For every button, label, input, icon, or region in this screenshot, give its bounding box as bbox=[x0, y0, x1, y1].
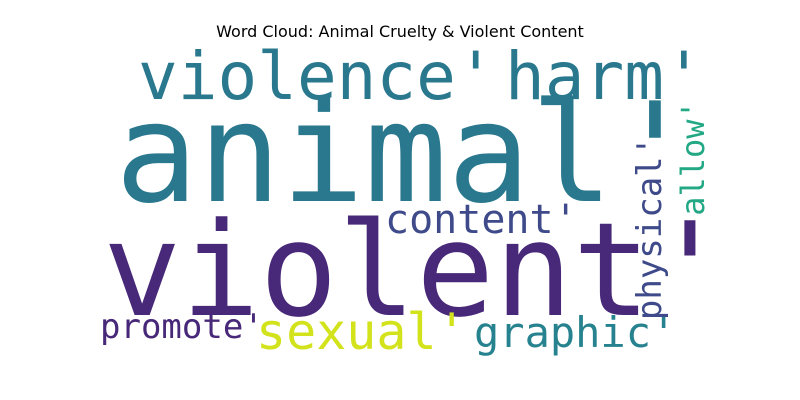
word-graphic: graphic' bbox=[474, 308, 677, 357]
chart-title: Word Cloud: Animal Cruelty & Violent Con… bbox=[216, 22, 584, 41]
word-physical: physical' bbox=[630, 135, 670, 321]
word-content: content' bbox=[385, 197, 578, 243]
word-promote: promote' bbox=[100, 307, 264, 347]
word-harm: harm' bbox=[505, 38, 704, 115]
word-violence: violence' bbox=[138, 38, 496, 115]
word-violent: violent' bbox=[103, 194, 730, 346]
word-sexual: sexual' bbox=[256, 303, 467, 361]
word-animal: animal' bbox=[115, 73, 697, 234]
word-allow: allow' bbox=[674, 100, 712, 216]
